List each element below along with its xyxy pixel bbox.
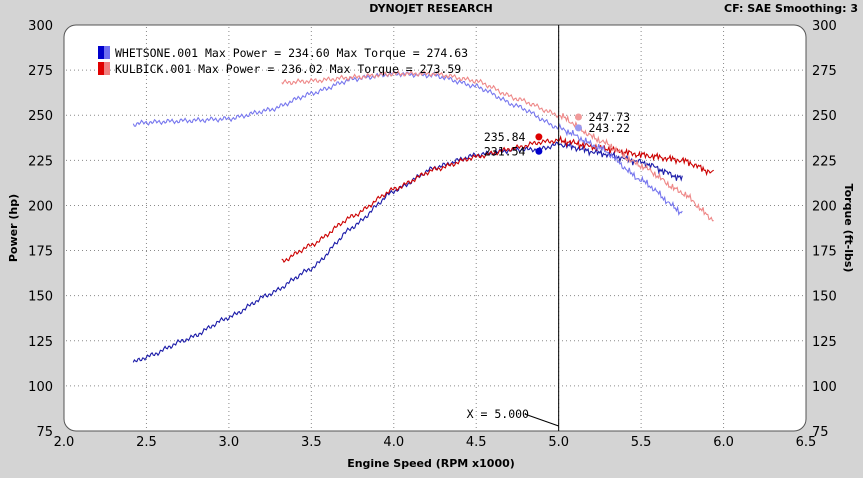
y-left-tick-label: 200 [28, 199, 53, 214]
x-tick-label: 6.0 [713, 435, 734, 450]
y-left-tick-label: 75 [36, 425, 53, 440]
legend-swatch-dark [98, 62, 104, 75]
x-tick-label: 2.5 [136, 435, 157, 450]
readout-marker [535, 147, 543, 155]
legend-swatch-dark [98, 46, 104, 59]
y-left-tick-label: 250 [28, 109, 53, 124]
readout-value: 231.54 [484, 144, 526, 158]
x-tick-label: 5.0 [548, 435, 569, 450]
readout-value: 243.22 [588, 121, 630, 135]
x-tick-label: 2.0 [54, 435, 75, 450]
y-right-tick-label: 100 [812, 380, 837, 395]
cursor-label: X = 5.000 [467, 407, 529, 421]
legend-swatch-light [104, 46, 110, 59]
readout-value: 235.84 [484, 130, 526, 144]
y-right-tick-label: 175 [812, 245, 837, 260]
series-line-torque [281, 69, 714, 222]
series-line-power [132, 140, 683, 363]
y-right-tick-label: 125 [812, 335, 837, 350]
y-right-tick-label: 225 [812, 154, 837, 169]
readout-value: 247.73 [588, 110, 630, 124]
y-right-tick-label: 275 [812, 64, 837, 79]
y-right-tick-label: 75 [812, 425, 829, 440]
y-left-tick-label: 150 [28, 290, 53, 305]
readout-marker [535, 133, 543, 141]
cursor-leader [524, 413, 559, 427]
y-right-tick-label: 300 [812, 19, 837, 34]
y-left-axis-label: Power (hp) [7, 194, 20, 262]
y-right-tick-label: 250 [812, 109, 837, 124]
y-right-tick-label: 200 [812, 199, 837, 214]
legend-entry-whetsone: WHETSONE.001 Max Power = 234.60 Max Torq… [115, 46, 468, 60]
x-tick-label: 4.0 [383, 435, 404, 450]
y-right-tick-label: 150 [812, 290, 837, 305]
readout-marker [574, 113, 582, 121]
y-left-tick-label: 275 [28, 64, 53, 79]
x-tick-label: 4.5 [466, 435, 487, 450]
y-right-axis-label: Torque (ft-lbs) [842, 184, 855, 273]
readout-marker [574, 124, 582, 132]
plot-area[interactable] [63, 24, 807, 432]
grid-lines [66, 27, 804, 429]
y-left-tick-label: 125 [28, 335, 53, 350]
legend-entry-kulbick: KULBICK.001 Max Power = 236.02 Max Torqu… [115, 62, 461, 76]
y-left-tick-label: 300 [28, 19, 53, 34]
series-line-power [281, 134, 714, 264]
x-tick-labels: 2.0 2.5 3.0 3.5 4.0 4.5 5.0 5.5 6.0 6.5 [54, 435, 817, 450]
data-curves [132, 69, 714, 363]
x-tick-label: 3.5 [301, 435, 322, 450]
x-tick-label: 3.0 [219, 435, 240, 450]
y-left-tick-label: 225 [28, 154, 53, 169]
legend-swatch-light [104, 62, 110, 75]
series-line-torque [132, 71, 683, 217]
y-left-tick-label: 175 [28, 245, 53, 260]
chart-title: DYNOJET RESEARCH [369, 2, 492, 15]
y-right-tick-labels: 75 100 125 150 175 200 225 250 275 300 [812, 19, 837, 440]
x-tick-label: 6.5 [796, 435, 817, 450]
x-tick-label: 5.5 [631, 435, 652, 450]
correction-settings: CF: SAE Smoothing: 3 [724, 2, 858, 15]
legend: WHETSONE.001 Max Power = 234.60 Max Torq… [98, 46, 468, 76]
y-left-tick-label: 100 [28, 380, 53, 395]
x-axis-label: Engine Speed (RPM x1000) [347, 457, 515, 470]
y-left-tick-labels: 75 100 125 150 175 200 225 250 275 300 [28, 19, 53, 440]
